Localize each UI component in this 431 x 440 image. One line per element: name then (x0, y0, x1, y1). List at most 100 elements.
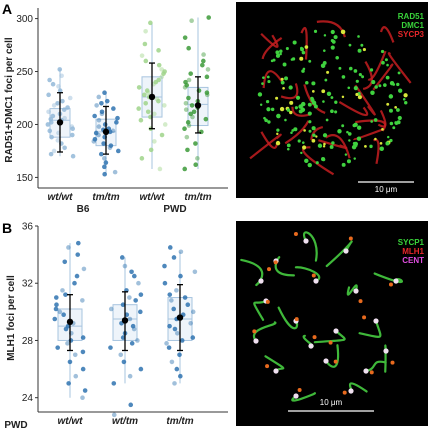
data-point (161, 71, 166, 76)
rad51-dmc1-focus (347, 86, 351, 90)
rad51-dmc1-focus (259, 103, 263, 106)
data-point (70, 132, 75, 138)
data-point (169, 298, 174, 303)
data-point (80, 298, 85, 303)
data-point (66, 245, 71, 250)
sycp1-axis (324, 344, 340, 368)
rad51-dmc1-focus (293, 127, 298, 132)
mlh1-focus (273, 260, 278, 265)
sycp3-axis (379, 26, 395, 43)
rad51-dmc1-focus (286, 147, 290, 151)
data-point (127, 316, 133, 322)
rad51-dmc1-focus (267, 120, 271, 124)
micrograph-b-image: 10 μm (240, 231, 403, 412)
rad51-dmc1-focus (396, 82, 400, 87)
data-point (136, 106, 141, 111)
rad51-dmc1-focus (322, 133, 328, 138)
rad51-dmc1-focus (321, 157, 326, 162)
centromere (313, 278, 319, 284)
rad51-dmc1-focus (348, 139, 351, 142)
data-point (82, 388, 88, 393)
data-point (46, 109, 51, 115)
data-point (108, 143, 114, 148)
micrograph-b-legend: SYCP1 MLH1 CENT (398, 238, 424, 265)
rad51-dmc1-focus (334, 110, 338, 114)
strain-label: PWD (163, 204, 186, 215)
rad51-dmc1-focus (346, 130, 349, 134)
rad51-dmc1-focus (389, 121, 394, 126)
data-point (201, 58, 206, 64)
data-point (65, 341, 70, 346)
data-point (167, 245, 173, 250)
data-point (139, 156, 145, 161)
legend-sycp1: SYCP1 (397, 238, 424, 247)
data-point (57, 309, 63, 315)
data-point (162, 280, 168, 286)
data-point (188, 111, 194, 117)
rad51-dmc1-focus (355, 92, 359, 97)
micrograph-a-legend: RAD51 DMC1 SYCP3 (398, 12, 424, 39)
category-label: tm/tm (92, 192, 119, 203)
rad51-dmc1-focus (357, 48, 362, 53)
rad51-dmc1-focus (322, 145, 326, 148)
data-point (115, 148, 121, 154)
rad51-dmc1-focus (313, 102, 317, 106)
mlh1-focus (312, 335, 317, 340)
data-point (206, 15, 211, 20)
data-point (185, 147, 190, 153)
rad51-dmc1-focus (361, 75, 365, 79)
rad51-dmc1-focus (374, 85, 378, 89)
mlh1-focus (267, 267, 272, 272)
data-point (70, 153, 76, 159)
rad51-dmc1-focus (353, 157, 356, 160)
data-point (57, 67, 63, 72)
mlh1-focus (265, 364, 270, 369)
data-point (102, 164, 107, 170)
rad51-dmc1-focus (379, 146, 384, 152)
centromere (333, 328, 339, 334)
data-point (130, 323, 136, 329)
data-point (138, 309, 143, 315)
data-point (103, 160, 109, 165)
centromere (343, 248, 349, 254)
centromere (348, 388, 354, 394)
rad51-dmc1-focus (357, 35, 360, 38)
rad51-dmc1-focus (315, 161, 319, 165)
data-point (148, 147, 154, 153)
micrograph-b: 10 μm SYCP1 MLH1 CENT (236, 221, 428, 426)
rad51-dmc1-focus (275, 53, 281, 58)
sycp1-axis (291, 392, 316, 402)
data-point (178, 249, 184, 255)
rad51-dmc1-focus (388, 94, 394, 99)
data-point (52, 316, 58, 322)
rad51-dmc1-focus (290, 131, 293, 134)
y-tick-label: 28 (22, 336, 34, 347)
rad51-dmc1-focus (360, 43, 364, 47)
chart-a: 150 200 250 300 RAD51+DMC1 foci per cell wt/w… (4, 8, 228, 215)
data-point (185, 120, 191, 125)
data-point (54, 302, 59, 307)
rad51-dmc1-focus (381, 128, 384, 131)
sycp3-axis (291, 106, 311, 117)
category-label: tm/tm (184, 192, 211, 203)
rad51-dmc1-focus (307, 111, 312, 116)
rad51-dmc1-focus (264, 118, 268, 123)
rad51-dmc1-focus (276, 113, 281, 119)
rad51-dmc1-focus (341, 95, 345, 99)
data-point (192, 269, 198, 275)
rad51-dmc1-focus (330, 109, 334, 114)
data-point (179, 338, 185, 343)
data-point (138, 366, 144, 372)
data-point (152, 139, 157, 144)
rad51-dmc1-focus (320, 63, 326, 68)
y-tick-label: 32 (22, 279, 34, 290)
rad51-dmc1-focus (394, 105, 397, 109)
sycp3-axis (354, 84, 376, 116)
y-tick-label: 200 (16, 120, 33, 131)
rad51-dmc1-focus (284, 118, 287, 122)
sycp1-axis (253, 299, 268, 321)
rad51-dmc1-focus (398, 88, 403, 93)
data-point (55, 100, 60, 106)
data-point (186, 77, 192, 83)
data-point (99, 111, 105, 117)
